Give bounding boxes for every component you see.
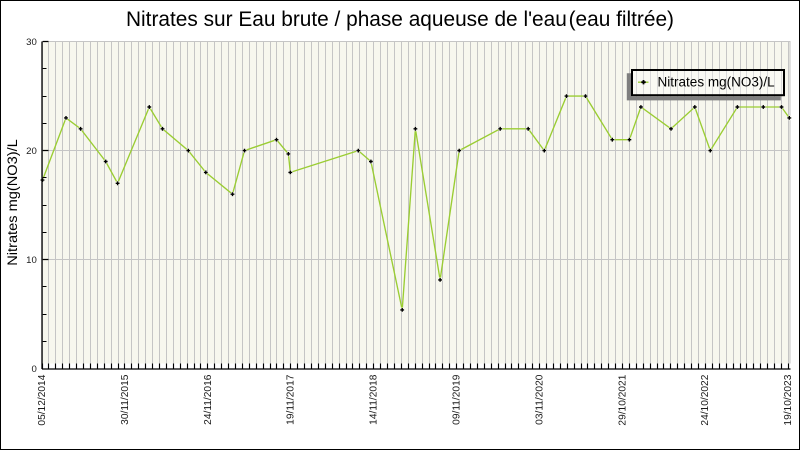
svg-text:Nitrates sur Eau brute / phase: Nitrates sur Eau brute / phase aqueuse d…: [126, 7, 674, 31]
svg-text:10: 10: [26, 255, 37, 266]
svg-text:30: 30: [26, 37, 37, 48]
svg-text:Nitrates mg(NO3)/L: Nitrates mg(NO3)/L: [5, 139, 20, 266]
svg-text:14/11/2018: 14/11/2018: [369, 374, 380, 425]
svg-text:30/11/2015: 30/11/2015: [120, 374, 131, 425]
svg-text:09/11/2019: 09/11/2019: [452, 374, 463, 425]
svg-text:20: 20: [26, 146, 37, 157]
svg-text:29/10/2021: 29/10/2021: [617, 374, 628, 425]
svg-text:24/10/2022: 24/10/2022: [700, 374, 711, 425]
svg-text:19/11/2017: 19/11/2017: [286, 374, 297, 425]
svg-text:03/11/2020: 03/11/2020: [534, 374, 545, 425]
svg-text:19/10/2023: 19/10/2023: [783, 374, 794, 425]
svg-text:0: 0: [31, 364, 36, 375]
svg-text:24/11/2016: 24/11/2016: [203, 374, 214, 425]
svg-text:05/12/2014: 05/12/2014: [37, 374, 48, 425]
svg-text:Nitrates mg(NO3)/L: Nitrates mg(NO3)/L: [658, 75, 776, 90]
